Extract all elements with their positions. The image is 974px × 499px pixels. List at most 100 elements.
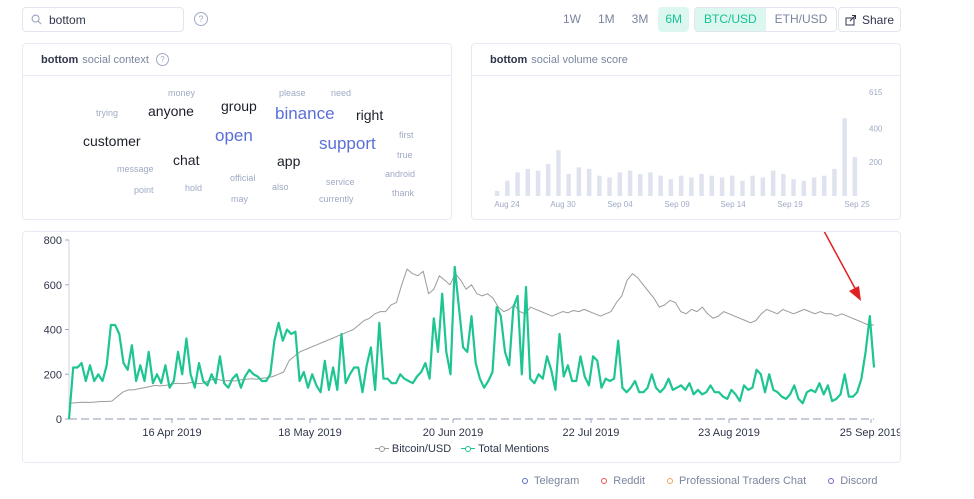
volume-bar (494, 190, 500, 196)
volume-bar (740, 180, 745, 196)
share-label: Share (861, 12, 895, 27)
word-cloud-term[interactable]: trying (96, 108, 119, 118)
source-professional-traders-chat[interactable]: Professional Traders Chat (667, 475, 806, 487)
volume-bar (822, 175, 827, 196)
social-volume-header: bottom social volume score (472, 44, 900, 76)
source-telegram[interactable]: Telegram (522, 475, 579, 487)
word-cloud-term[interactable]: app (277, 153, 301, 169)
range-tab-1w[interactable]: 1W (563, 12, 581, 26)
word-cloud-term[interactable]: also (272, 182, 289, 192)
dot-icon (828, 478, 835, 484)
volume-bar (597, 175, 602, 196)
volume-bar (576, 167, 582, 196)
volume-bar (556, 150, 561, 196)
volume-bar (515, 172, 520, 196)
volume-bar (617, 172, 622, 196)
word-cloud-term[interactable]: android (385, 169, 416, 179)
pair-btc-usd[interactable]: BTC/USD (695, 8, 766, 31)
word-cloud-term[interactable]: chat (173, 152, 200, 168)
word-cloud-term[interactable]: customer (83, 133, 141, 149)
source-reddit[interactable]: Reddit (601, 475, 645, 487)
volume-y-tick: 615 (869, 88, 883, 97)
volume-y-tick: 200 (869, 158, 883, 167)
word-cloud-term[interactable]: service (326, 177, 355, 187)
volume-bar (730, 175, 735, 196)
search-box[interactable] (22, 7, 184, 32)
y-tick-label: 400 (44, 325, 62, 337)
volume-bar (811, 177, 817, 196)
volume-bar (627, 170, 633, 196)
pair-selector: BTC/USD ETH/USD (694, 7, 838, 32)
volume-bar (842, 118, 847, 196)
legend-item-mentions[interactable]: Total Mentions (461, 443, 549, 455)
source-filters: Telegram Reddit Professional Traders Cha… (522, 475, 900, 487)
legend-item-bitcoin[interactable]: Bitcoin/USD (374, 443, 451, 455)
y-tick-label: 600 (44, 280, 62, 292)
social-volume-title: social volume score (531, 53, 628, 66)
social-volume-keyword: bottom (490, 53, 528, 66)
x-tick-label: 23 Aug 2019 (698, 427, 760, 439)
word-cloud-term[interactable]: hold (185, 183, 203, 193)
range-tab-1m[interactable]: 1M (598, 12, 615, 26)
social-context-keyword: bottom (41, 53, 79, 66)
mentions-chart: 0 200 400 600 800 16 Apr 2019 18 May 2019 20 Ju… (44, 232, 900, 439)
volume-bar (852, 157, 858, 196)
social-context-title: social context (82, 53, 149, 66)
volume-bar (678, 175, 684, 196)
volume-x-tick: Sep 14 (720, 200, 746, 209)
word-cloud-term[interactable]: support (319, 134, 376, 153)
word-cloud-term[interactable]: point (134, 185, 154, 195)
y-tick-label: 200 (44, 369, 62, 381)
volume-bar (525, 168, 530, 196)
volume-x-tick: Sep 25 (844, 200, 870, 209)
volume-bar (668, 179, 674, 196)
source-label: Reddit (613, 475, 646, 487)
word-cloud-term[interactable]: right (356, 107, 384, 123)
social-context-card: bottom social context ? money please need t… (22, 43, 452, 220)
source-discord[interactable]: Discord (828, 475, 878, 487)
x-tick-label: 20 Jun 2019 (423, 427, 484, 439)
pair-eth-usd[interactable]: ETH/USD (774, 12, 828, 26)
word-cloud-term[interactable]: first (399, 130, 414, 140)
volume-bar (832, 168, 837, 196)
volume-bar (638, 174, 643, 196)
annotation-arrow-icon (823, 232, 861, 301)
time-range-tabs: 1W 1M 3M 6M (556, 7, 692, 32)
volume-bar (709, 175, 714, 196)
word-cloud-term[interactable]: anyone (148, 103, 194, 119)
bitcoin-price-line (68, 268, 874, 404)
word-cloud-term[interactable]: official (230, 173, 256, 183)
word-cloud-term[interactable]: binance (275, 104, 335, 123)
volume-bar (801, 180, 806, 196)
volume-bar (791, 179, 796, 196)
help-icon[interactable]: ? (194, 12, 208, 26)
volume-x-tick: Sep 04 (607, 200, 633, 209)
word-cloud: money please need trying anyone group binance r… (23, 77, 451, 219)
word-cloud-term[interactable]: true (397, 150, 413, 160)
search-input[interactable] (49, 12, 169, 27)
word-cloud-term[interactable]: thank (392, 188, 415, 198)
volume-bar (760, 177, 766, 196)
word-cloud-term[interactable]: money (168, 88, 196, 98)
volume-bar (750, 175, 755, 196)
volume-bar (586, 168, 592, 196)
x-tick-label: 16 Apr 2019 (142, 427, 201, 439)
word-cloud-term[interactable]: need (331, 88, 352, 98)
mentions-chart-card: 0 200 400 600 800 16 Apr 2019 18 May 2019 20 Ju… (22, 231, 901, 463)
range-tab-6m[interactable]: 6M (658, 7, 690, 32)
dot-icon (522, 478, 528, 484)
chart-legend: Bitcoin/USD Total Mentions (23, 443, 901, 455)
share-button[interactable]: Share (838, 7, 901, 32)
help-icon[interactable]: ? (155, 53, 169, 66)
word-cloud-term[interactable]: please (279, 88, 306, 98)
word-cloud-term[interactable]: group (221, 98, 257, 114)
word-cloud-term[interactable]: open (215, 126, 253, 145)
volume-bar (546, 163, 551, 196)
search-icon (31, 14, 42, 25)
range-tab-3m[interactable]: 3M (631, 12, 649, 26)
word-cloud-term[interactable]: may (231, 194, 249, 204)
word-cloud-term[interactable]: currently (319, 194, 354, 204)
social-context-header: bottom social context ? (23, 44, 451, 76)
volume-bar (689, 177, 694, 196)
word-cloud-term[interactable]: message (117, 164, 154, 174)
